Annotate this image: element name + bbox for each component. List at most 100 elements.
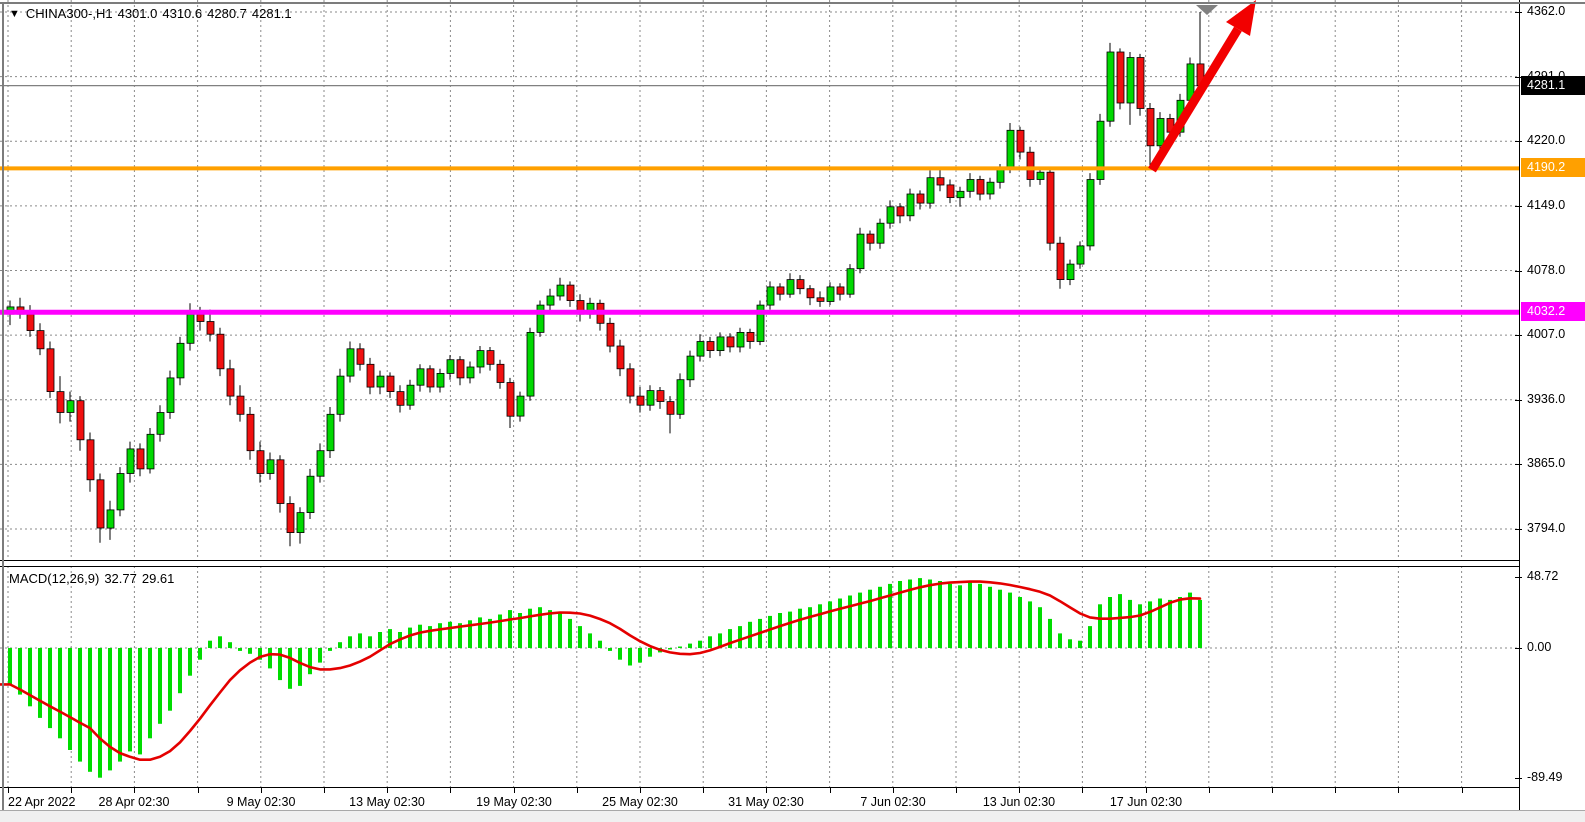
macd-histogram-bar xyxy=(618,648,622,660)
macd-histogram-bar xyxy=(978,583,982,648)
candle-body xyxy=(56,391,65,413)
time-tick-mark xyxy=(324,788,325,793)
candle-body xyxy=(996,168,1005,183)
macd-histogram-bar xyxy=(78,648,82,762)
time-tick-mark xyxy=(450,788,451,793)
ohlc-close: 4281.1 xyxy=(251,6,292,21)
macd-tick-label: -89.49 xyxy=(1527,770,1563,784)
price-tick-label: 4007.0 xyxy=(1527,327,1566,341)
candle-body xyxy=(186,313,195,344)
candle-body xyxy=(236,395,245,415)
candle-body xyxy=(836,286,845,295)
candle-body xyxy=(686,355,695,381)
macd-histogram-bar xyxy=(558,613,562,648)
macd-histogram-bar xyxy=(368,636,372,648)
macd-histogram-bar xyxy=(1028,601,1032,648)
chart-title: ▼ CHINA300-,H1 4301.0 4310.6 4280.7 4281.1 xyxy=(9,6,297,21)
macd-histogram-bar xyxy=(18,648,22,695)
macd-histogram-bar xyxy=(898,581,902,648)
price-tick-label: 4078.0 xyxy=(1527,263,1566,277)
main-chart-panel[interactable] xyxy=(0,0,1519,561)
macd-histogram-bar xyxy=(1058,633,1062,648)
candle-body xyxy=(1156,118,1165,147)
macd-histogram-bar xyxy=(788,611,792,648)
candle-body xyxy=(446,359,455,374)
time-axis-label: 25 May 02:30 xyxy=(602,795,678,809)
macd-indicator-panel[interactable] xyxy=(0,566,1519,787)
price-tick-mark xyxy=(1515,77,1522,78)
macd-indicator-label: MACD(12,26,9) 32.77 29.61 xyxy=(9,571,179,586)
macd-histogram-bar xyxy=(548,610,552,648)
macd-histogram-bar xyxy=(218,636,222,648)
macd-histogram-bar xyxy=(908,579,912,648)
macd-histogram-bar xyxy=(588,633,592,648)
candle-body xyxy=(486,350,495,365)
candle-body xyxy=(86,439,95,481)
chart-shift-marker-icon[interactable] xyxy=(1196,5,1218,15)
time-tick-mark xyxy=(703,788,704,793)
macd-histogram-bar xyxy=(668,648,672,650)
macd-tick-mark xyxy=(1515,778,1522,779)
candle-body xyxy=(1126,57,1135,104)
time-tick-mark xyxy=(1019,788,1020,793)
candle-body xyxy=(396,391,405,406)
candle-body xyxy=(666,401,675,415)
price-tick-mark xyxy=(1515,271,1522,272)
candle-body xyxy=(506,382,515,417)
candle-body xyxy=(626,368,635,397)
candle-body xyxy=(786,279,795,295)
macd-name: MACD(12,26,9) xyxy=(9,571,100,586)
macd-histogram-bar xyxy=(348,636,352,648)
candle-body xyxy=(436,372,445,388)
price-tick-mark xyxy=(1515,400,1522,401)
candle-body xyxy=(856,233,865,270)
candle-body xyxy=(376,375,385,388)
macd-histogram-bar xyxy=(208,640,212,648)
macd-histogram-bar xyxy=(858,592,862,648)
time-tick-mark xyxy=(8,788,9,793)
candle-body xyxy=(456,359,465,379)
candle-body xyxy=(276,459,285,504)
candle-body xyxy=(976,179,985,195)
candle-body xyxy=(536,304,545,333)
macd-histogram-bar xyxy=(188,648,192,676)
symbol-triangle-icon: ▼ xyxy=(9,8,20,20)
macd-histogram-bar xyxy=(918,578,922,648)
candle-body xyxy=(156,412,165,435)
time-tick-mark xyxy=(1209,788,1210,793)
candle-body xyxy=(1066,263,1075,281)
trend-arrow[interactable] xyxy=(1148,0,1256,173)
macd-histogram-bar xyxy=(628,648,632,666)
candle-body xyxy=(96,479,105,529)
macd-histogram-bar xyxy=(718,633,722,648)
candle-body xyxy=(306,475,315,514)
price-tick-mark xyxy=(1515,464,1522,465)
macd-histogram-bar xyxy=(1018,597,1022,648)
candle-body xyxy=(216,333,225,370)
candle-body xyxy=(566,284,575,302)
candle-body xyxy=(346,348,355,377)
price-tick-label: 4362.0 xyxy=(1527,4,1566,18)
macd-histogram-bar xyxy=(708,636,712,648)
candle-body xyxy=(966,179,975,192)
macd-histogram-bar xyxy=(268,648,272,669)
macd-histogram-bar xyxy=(1118,594,1122,648)
candle-body xyxy=(36,330,45,350)
macd-histogram-bar xyxy=(238,648,242,651)
macd-histogram-bar xyxy=(148,648,152,739)
time-axis-label: 28 Apr 02:30 xyxy=(98,795,170,809)
candle-body xyxy=(1036,171,1045,180)
macd-histogram-bar xyxy=(798,608,802,648)
symbol-timeframe-label: CHINA300-,H1 xyxy=(25,6,113,21)
panel-separator-bottom[interactable] xyxy=(0,566,1519,567)
candle-body xyxy=(1146,108,1155,147)
macd-histogram-bar xyxy=(338,642,342,648)
macd-histogram-bar xyxy=(968,582,972,648)
candle-body xyxy=(946,184,955,198)
panel-separator-top[interactable] xyxy=(0,560,1519,561)
macd-histogram-bar xyxy=(258,648,262,660)
candle-body xyxy=(886,206,895,224)
candle-body xyxy=(826,286,835,302)
macd-histogram-bar xyxy=(488,618,492,648)
time-axis-label: 13 May 02:30 xyxy=(349,795,425,809)
